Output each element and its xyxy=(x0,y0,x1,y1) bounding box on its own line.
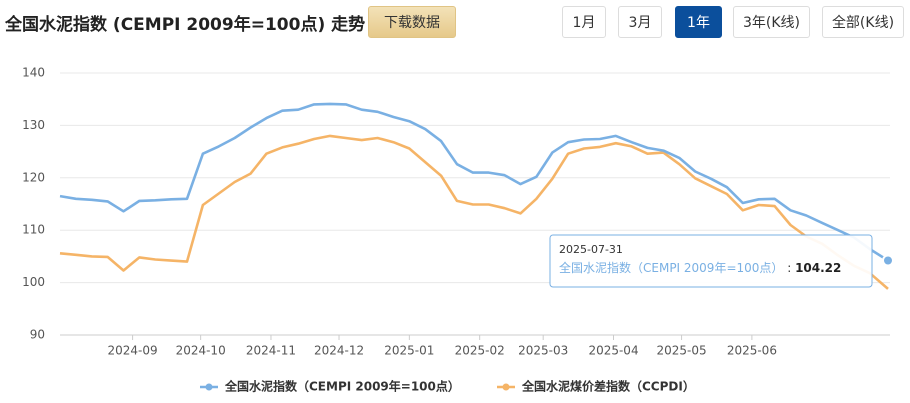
download-button[interactable]: 下载数据 xyxy=(368,6,456,38)
range-button[interactable]: 1年 xyxy=(675,6,722,38)
title: 全国水泥指数 (CEMPI 2009年=100点) 走势 xyxy=(5,15,366,35)
range-button[interactable]: 3年(K线) xyxy=(733,6,810,38)
tooltip-value: 104.22 xyxy=(795,261,841,275)
series-line xyxy=(59,102,889,262)
x-tick-label: 2025-04 xyxy=(588,344,638,358)
legend-dot xyxy=(502,383,510,391)
tooltip-date: 2025-07-31 xyxy=(559,243,623,256)
x-tick-label: 2025-05 xyxy=(656,344,706,358)
legend-label: 全国水泥指数（CEMPI 2009年=100点） xyxy=(224,379,460,394)
tooltip-box xyxy=(549,234,873,288)
x-tick-label: 2025-03 xyxy=(518,344,568,358)
x-tick-label: 2024-09 xyxy=(108,344,158,358)
y-tick-label: 100 xyxy=(22,275,45,289)
series-line xyxy=(59,134,889,290)
hover-point xyxy=(882,254,894,267)
y-tick-label: 140 xyxy=(22,66,45,80)
range-button[interactable]: 全部(K线) xyxy=(822,6,904,38)
tooltip-series: 全国水泥指数（CEMPI 2009年=100点） xyxy=(559,260,783,275)
range-button[interactable]: 3月 xyxy=(618,6,662,38)
tooltip: 2025-07-31 全国水泥指数（CEMPI 2009年=100点） : 104… xyxy=(549,234,873,288)
x-tick-label: 2025-01 xyxy=(384,344,434,358)
y-tick-label: 120 xyxy=(22,170,45,184)
legend-label: 全国水泥煤价差指数（CCPDI） xyxy=(521,379,695,394)
x-tick-label: 2024-12 xyxy=(314,344,364,358)
y-tick-label: 130 xyxy=(22,118,45,132)
tooltip-separator: : xyxy=(783,261,795,275)
y-tick-label: 90 xyxy=(30,328,45,342)
x-tick-label: 2024-11 xyxy=(246,344,296,358)
tooltip-line: 全国水泥指数（CEMPI 2009年=100点） : 104.22 xyxy=(559,260,841,275)
x-tick-label: 2024-10 xyxy=(176,344,226,358)
x-tick-label: 2025-06 xyxy=(727,344,777,358)
legend-dot xyxy=(205,383,213,391)
x-tick-label: 2025-02 xyxy=(455,344,505,358)
range-button[interactable]: 1月 xyxy=(562,6,606,38)
y-tick-label: 110 xyxy=(22,223,45,237)
